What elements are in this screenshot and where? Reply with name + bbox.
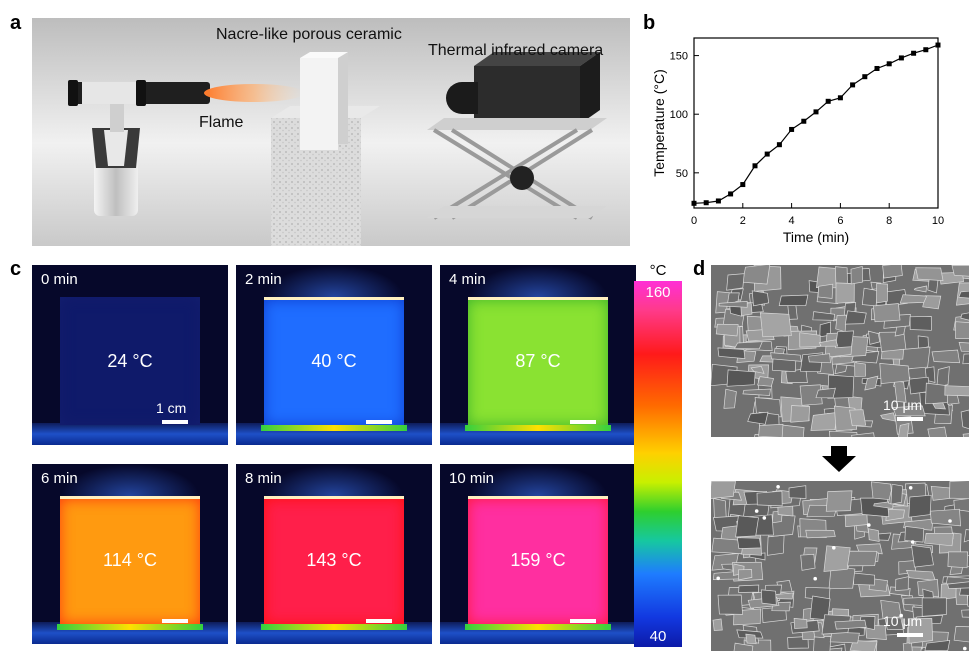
x-tick-label: 2 — [740, 215, 746, 227]
y-axis-label: Temperature (°C) — [651, 69, 667, 177]
frame-time: 6 min — [41, 470, 78, 487]
data-point — [837, 95, 843, 101]
sem-image-before: 10 μm — [711, 265, 969, 437]
frame-scalebar — [570, 420, 596, 424]
x-tick-label: 4 — [789, 215, 795, 227]
label-camera: Thermal infrared camera — [428, 42, 604, 59]
frame-temperature: 143 °C — [306, 550, 362, 570]
scale-label: 1 cm — [156, 400, 187, 416]
data-point — [935, 42, 941, 48]
data-point — [911, 50, 917, 56]
sem-scale-label-top: 10 μm — [883, 397, 923, 413]
y-tick-label: 100 — [670, 109, 688, 121]
x-tick-label: 8 — [886, 215, 892, 227]
data-point — [703, 200, 709, 206]
thermal-frame: 6 min 114 °C — [32, 464, 228, 644]
sem-scale-label-bottom: 10 μm — [883, 613, 923, 629]
data-point — [923, 47, 929, 53]
label-ceramic: Nacre-like porous ceramic — [216, 26, 402, 43]
temperature-chart: 0 2 4 6 8 10 50 100 150 Time (min) Temperature (… — [651, 37, 944, 245]
data-point — [850, 82, 856, 88]
frame-time: 0 min — [41, 271, 78, 288]
data-point — [776, 142, 782, 148]
down-arrow-icon — [822, 446, 856, 472]
panel-letter-d: d — [693, 258, 706, 280]
data-point — [691, 200, 697, 206]
sem-image-after: 10 μm — [711, 481, 969, 651]
x-tick-label: 10 — [932, 215, 944, 227]
plot-frame — [693, 37, 939, 209]
x-tick-label: 6 — [837, 215, 843, 227]
data-point — [874, 65, 880, 71]
data-point — [825, 98, 831, 104]
frame-scalebar — [570, 619, 596, 623]
x-axis-label: Time (min) — [783, 229, 849, 245]
thermal-frame: 2 min 40 °C — [236, 265, 432, 445]
frame-scalebar — [366, 420, 392, 424]
series-line — [693, 44, 939, 204]
data-point — [764, 151, 770, 157]
temperature-colorbar — [634, 281, 682, 647]
thermal-frame: 10 min 159 °C — [440, 464, 636, 644]
sem-scalebar-bottom — [897, 633, 923, 637]
data-point — [789, 126, 795, 132]
sem-scalebar-top — [897, 417, 923, 421]
torch-icon — [68, 80, 210, 216]
x-tick-label: 0 — [691, 215, 697, 227]
scene-illustration — [32, 18, 630, 246]
colorbar-max: 160 — [645, 284, 671, 301]
panel-letter-c: c — [10, 258, 22, 280]
colorbar-unit: °C — [649, 262, 667, 279]
panel-letter-a: a — [10, 12, 22, 34]
sem-texture-after — [711, 481, 969, 651]
thermal-frame: 8 min 143 °C — [236, 464, 432, 644]
frame-scalebar — [366, 619, 392, 623]
frame-temperature: 87 °C — [515, 351, 561, 371]
frame-scalebar — [162, 619, 188, 623]
thermal-frame: 0 min 24 °C 1 cm — [32, 265, 228, 445]
frame-time: 4 min — [449, 271, 486, 288]
camera-icon — [427, 52, 607, 220]
data-point — [862, 74, 868, 80]
data-point — [813, 109, 819, 115]
frame-time: 2 min — [245, 271, 282, 288]
label-flame: Flame — [199, 114, 244, 131]
frame-scalebar — [162, 420, 188, 424]
data-point — [715, 198, 721, 204]
plot-area: 0 2 4 6 8 10 50 100 150 — [670, 37, 944, 227]
frame-temperature: 24 °C — [107, 351, 153, 371]
y-tick-label: 150 — [670, 51, 688, 63]
data-point — [728, 191, 734, 197]
data-point — [752, 163, 758, 169]
frame-temperature: 159 °C — [510, 550, 566, 570]
data-point — [886, 61, 892, 67]
data-point — [801, 118, 807, 124]
flame-icon — [204, 84, 304, 102]
data-point — [740, 182, 746, 188]
colorbar-min: 40 — [649, 628, 667, 645]
frame-temperature: 40 °C — [311, 351, 357, 371]
thermal-frame: 4 min 87 °C — [440, 265, 636, 445]
frame-time: 10 min — [449, 470, 495, 487]
experiment-scene: Nacre-like porous ceramic Thermal infrar… — [32, 18, 630, 246]
data-point — [898, 55, 904, 61]
panel-letter-b: b — [643, 12, 656, 34]
y-tick-label: 50 — [676, 168, 688, 180]
frame-temperature: 114 °C — [103, 550, 157, 570]
frame-time: 8 min — [245, 470, 282, 487]
sem-texture-before — [711, 265, 969, 437]
